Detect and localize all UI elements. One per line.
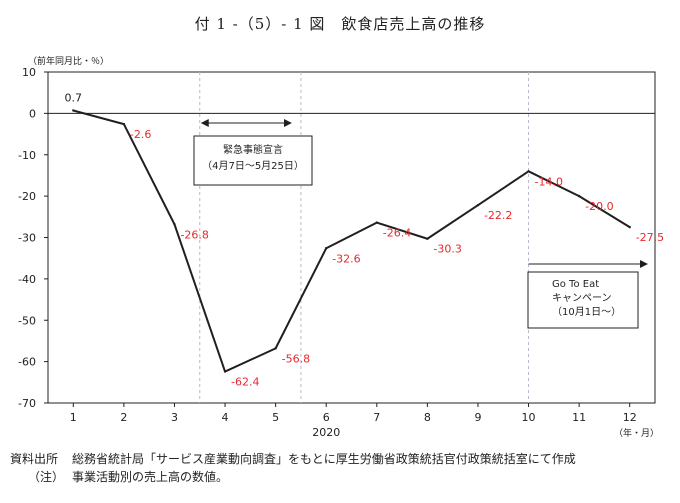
- x-tick-label: 3: [171, 411, 178, 424]
- x-tick-label: 7: [373, 411, 380, 424]
- goto-eat-annotation-line: キャンペーン: [552, 293, 612, 304]
- y-tick-label: -70: [18, 397, 36, 410]
- data-point: [325, 247, 328, 250]
- x-tick-label: 4: [222, 411, 229, 424]
- data-point: [223, 370, 227, 373]
- data-label: -22.2: [484, 209, 512, 222]
- y-tick-label: -60: [18, 356, 36, 369]
- series-line: [73, 109, 631, 373]
- data-label: -14.0: [535, 175, 563, 188]
- x-year-label: 2020: [312, 426, 340, 439]
- y-tick-label: -30: [18, 232, 36, 245]
- data-point: [426, 237, 429, 240]
- data-label: -62.4: [231, 376, 259, 389]
- plot-frame: [47, 71, 656, 404]
- data-label: 0.7: [65, 91, 83, 104]
- data-point: [173, 223, 176, 226]
- data-point: [72, 109, 75, 112]
- y-tick-label: 10: [22, 66, 36, 79]
- data-point: [122, 122, 126, 126]
- goto-eat-annotation-box: [527, 271, 639, 329]
- data-label: -30.3: [433, 243, 461, 256]
- x-tick-label: 2: [120, 411, 127, 424]
- data-point: [274, 347, 277, 350]
- footnote: （注） 事業活動別の売上高の数値。: [10, 468, 228, 485]
- data-label: -32.6: [332, 252, 360, 265]
- emergency-annotation-line: 緊急事態宣言: [223, 143, 283, 156]
- emergency-annotation-line: （4月7日～5月25日）: [202, 160, 304, 172]
- source-note: 資料出所 総務省統計局「サービス産業動向調査」をもとに厚生労働省政策統括官付政策統…: [10, 450, 576, 467]
- y-tick-label: -20: [18, 190, 36, 203]
- goto-eat-annotation-line: （10月1日～）: [552, 306, 621, 318]
- data-point: [375, 221, 378, 224]
- y-tick-label: -10: [18, 149, 36, 162]
- y-tick-label: -50: [18, 314, 36, 327]
- y-axis-label: （前年同月比・％）: [28, 55, 109, 67]
- y-tick-label: -40: [18, 273, 36, 286]
- figure-title: 付 1 -（5）- 1 図 飲食店売上高の推移: [194, 15, 486, 33]
- x-tick-label: 9: [474, 411, 481, 424]
- note-text: 事業活動別の売上高の数値。: [72, 470, 229, 484]
- x-tick-label: 5: [272, 411, 279, 424]
- source-label: 資料出所: [10, 452, 59, 466]
- x-tick-label: 8: [424, 411, 431, 424]
- data-label: -56.8: [282, 352, 310, 365]
- data-label: -2.6: [130, 128, 151, 141]
- x-tick-label: 1: [70, 411, 77, 424]
- data-label: -27.5: [636, 231, 664, 244]
- data-label: -20.0: [585, 200, 613, 213]
- x-tick-label: 12: [623, 411, 637, 424]
- emergency-annotation-box: [193, 135, 313, 186]
- x-tick-label: 6: [323, 411, 330, 424]
- data-label: -26.4: [383, 227, 411, 240]
- source-text: 総務省統計局「サービス産業動向調査」をもとに厚生労働省政策統括官付政策統括室にて…: [72, 452, 576, 466]
- data-point: [628, 225, 631, 229]
- note-label: （注）: [28, 470, 65, 484]
- x-tick-label: 11: [572, 411, 586, 424]
- data-point: [527, 170, 530, 173]
- y-tick-label: 0: [29, 107, 36, 120]
- data-label: -26.8: [180, 228, 208, 241]
- data-point: [476, 204, 480, 207]
- x-axis-label: （年・月）: [614, 427, 659, 439]
- data-point: [577, 194, 581, 198]
- goto-eat-annotation-line: Go To Eat: [552, 279, 599, 290]
- x-tick-label: 10: [522, 411, 536, 424]
